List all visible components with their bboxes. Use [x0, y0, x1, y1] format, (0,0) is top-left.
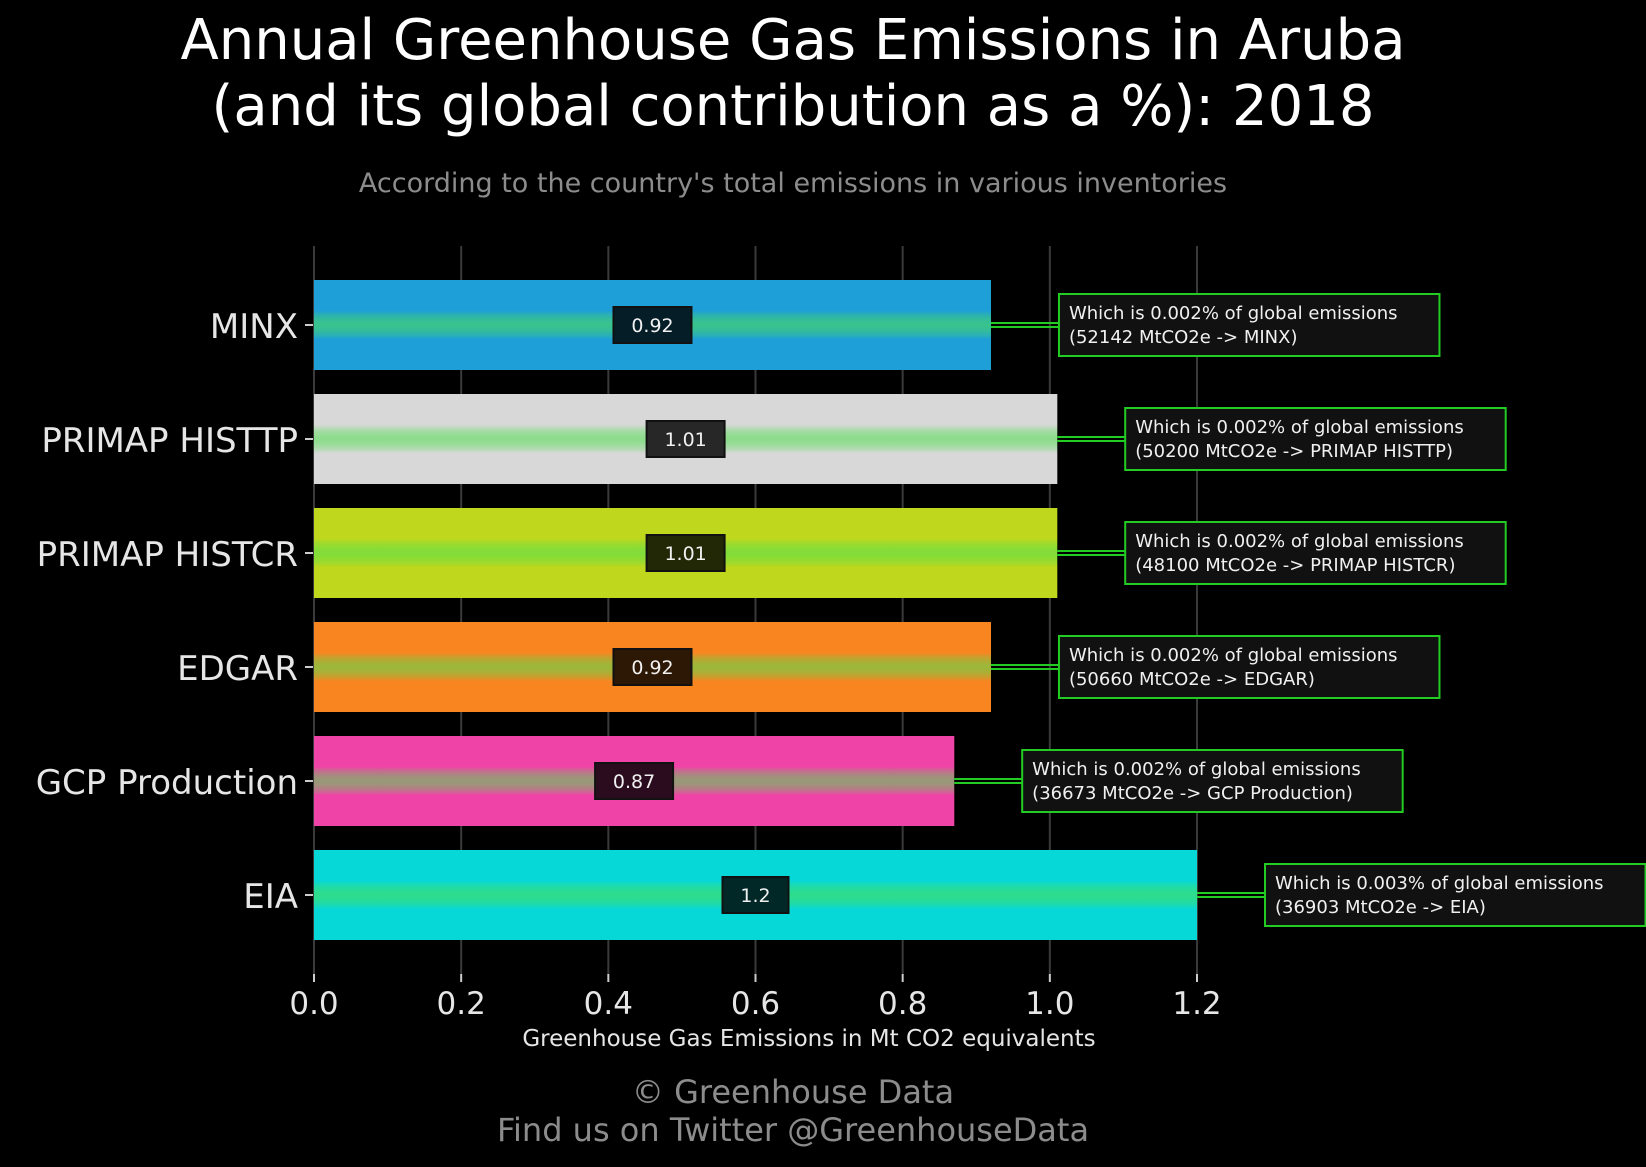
value-label: 1.01 — [664, 543, 706, 565]
x-tick-label: 0.8 — [878, 986, 927, 1022]
x-tick-label: 1.2 — [1172, 986, 1221, 1022]
category-label: PRIMAP HISTCR — [37, 535, 298, 575]
annotation-box — [1057, 635, 1441, 699]
value-label-box — [645, 420, 726, 458]
annotation-box — [1057, 293, 1441, 357]
bar-group: 0.92 Which is 0.002% of global emissions (… — [314, 280, 1441, 370]
x-axis-label: Greenhouse Gas Emissions in Mt CO2 equiv… — [522, 1026, 1095, 1052]
chart-title-line-2: (and its global contribution as a %): 20… — [211, 74, 1375, 139]
annotation-line-1: Which is 0.002% of global emissions — [1069, 303, 1398, 324]
bar-group: 1.01 Which is 0.002% of global emissions (… — [314, 394, 1507, 484]
annotation-line-2: (50660 MtCO2e -> EDGAR) — [1069, 669, 1315, 690]
annotation-box — [1021, 749, 1404, 813]
footer-copyright: © Greenhouse Data — [631, 1073, 955, 1111]
x-tick-label: 0.0 — [289, 986, 338, 1022]
footer: © Greenhouse Data Find us on Twitter @Gr… — [0, 1073, 1586, 1149]
category-label: MINX — [210, 307, 298, 347]
annotation-box — [1124, 407, 1507, 471]
x-axis-ticks: 0.0 0.2 0.4 0.6 0.8 1.0 1.2 — [289, 974, 1222, 1022]
value-label: 0.92 — [631, 315, 673, 337]
value-label-box — [645, 534, 726, 572]
bars: 0.92 Which is 0.002% of global emissions (… — [314, 280, 1646, 940]
annotation-line-1: Which is 0.003% of global emissions — [1275, 873, 1604, 894]
value-label: 0.92 — [631, 657, 673, 679]
chart-title: Annual Greenhouse Gas Emissions in Aruba… — [0, 8, 1586, 140]
x-tick-label: 0.2 — [437, 986, 486, 1022]
value-label-box — [721, 876, 790, 914]
value-label: 1.2 — [740, 885, 770, 907]
annotation-line-1: Which is 0.002% of global emissions — [1032, 759, 1361, 780]
chart-subtitle: According to the country's total emissio… — [358, 168, 1228, 199]
footer-twitter: Find us on Twitter @GreenhouseData — [496, 1111, 1090, 1149]
category-label: EDGAR — [177, 649, 298, 689]
annotation-line-2: (52142 MtCO2e -> MINX) — [1069, 327, 1298, 348]
category-label: EIA — [243, 877, 298, 917]
x-tick-label: 0.4 — [584, 986, 633, 1022]
annotation-line-2: (50200 MtCO2e -> PRIMAP HISTTP) — [1135, 441, 1453, 462]
value-label: 0.87 — [613, 771, 655, 793]
value-label-box — [612, 648, 693, 686]
category-label: GCP Production — [36, 763, 298, 803]
annotation-line-1: Which is 0.002% of global emissions — [1135, 531, 1464, 552]
category-labels: MINX PRIMAP HISTTP PRIMAP HISTCR EDGAR GCP P… — [36, 307, 313, 917]
x-tick-label: 0.6 — [731, 986, 780, 1022]
value-label-box — [612, 306, 693, 344]
bar-group: 1.01 Which is 0.002% of global emissions (… — [314, 508, 1507, 598]
annotation-box — [1124, 521, 1507, 585]
annotation-line-2: (36903 MtCO2e -> EIA) — [1275, 897, 1486, 918]
value-label: 1.01 — [664, 429, 706, 451]
chart-title-line-1: Annual Greenhouse Gas Emissions in Aruba — [180, 8, 1406, 73]
bar-group: 0.92 Which is 0.002% of global emissions (… — [314, 622, 1441, 712]
bar-group: 0.87 Which is 0.002% of global emissions (… — [314, 736, 1404, 826]
value-label-box — [594, 762, 675, 800]
bar-group: 1.2 Which is 0.003% of global emissions (3… — [314, 850, 1646, 940]
x-tick-label: 1.0 — [1025, 986, 1074, 1022]
annotation-line-1: Which is 0.002% of global emissions — [1135, 417, 1464, 438]
annotation-box — [1264, 863, 1646, 927]
annotation-line-1: Which is 0.002% of global emissions — [1069, 645, 1398, 666]
category-label: PRIMAP HISTTP — [41, 421, 298, 461]
annotation-line-2: (48100 MtCO2e -> PRIMAP HISTCR) — [1135, 555, 1455, 576]
annotation-line-2: (36673 MtCO2e -> GCP Production) — [1032, 783, 1353, 804]
